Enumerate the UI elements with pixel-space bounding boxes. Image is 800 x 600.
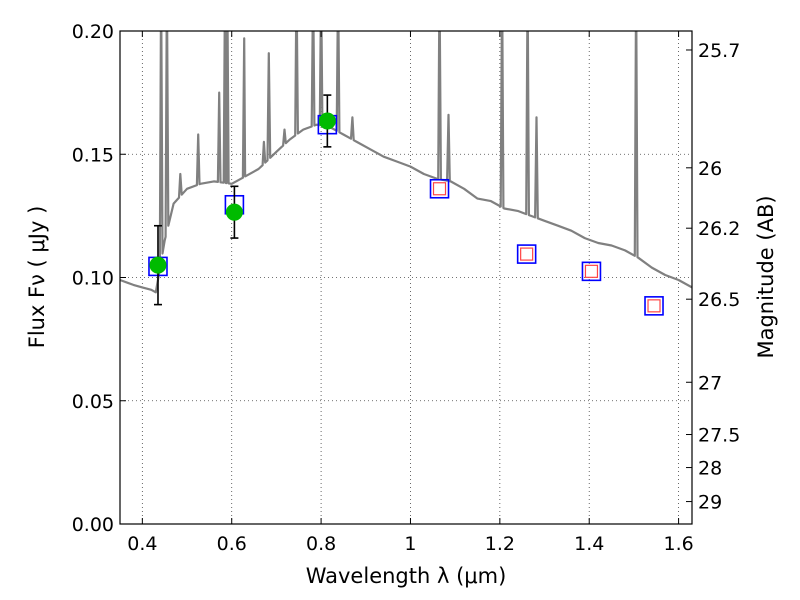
y-tick-label: 0.00 — [72, 514, 114, 536]
mag-tick-label: 27 — [698, 372, 722, 394]
mag-tick-label: 25.7 — [698, 40, 740, 62]
model-flux-box — [644, 296, 664, 316]
mag-tick-label: 26.5 — [698, 289, 740, 311]
mag-tick-label: 26 — [698, 158, 722, 180]
observed-flux-point — [318, 112, 336, 130]
sed-line — [120, 31, 692, 294]
mag-tick-label: 27.5 — [698, 425, 740, 447]
model-flux-box — [581, 261, 602, 282]
x-tick-label: 0.4 — [127, 533, 157, 555]
predicted-flux-box — [520, 247, 534, 261]
axis-ticks: 0.4 0.6 0.8 1 1.2 1.4 1.6 0.00 0.05 0.10 0.15 0.20 2… — [72, 21, 741, 555]
mag-tick-label: 28 — [698, 458, 722, 480]
observed-flux-point — [225, 203, 243, 221]
x-tick-label: 1.2 — [485, 533, 515, 555]
x-axis-label: Wavelength λ (μm) — [306, 564, 507, 588]
x-tick-label: 1 — [404, 533, 416, 555]
predicted-flux-box — [584, 264, 599, 278]
y-axis-label: Flux Fν ( μJy ) — [25, 206, 49, 349]
observed-flux-point — [149, 256, 167, 274]
x-tick-label: 0.8 — [306, 533, 336, 555]
predicted-flux-box — [432, 182, 447, 196]
y-tick-label: 0.15 — [72, 144, 114, 166]
x-tick-label: 1.6 — [663, 533, 693, 555]
right-axis-label: Magnitude (AB) — [754, 195, 778, 358]
model-flux-box — [516, 244, 537, 264]
x-tick-label: 1.4 — [574, 533, 604, 555]
model-flux-box — [429, 178, 450, 199]
photometry-points — [148, 94, 664, 316]
y-tick-label: 0.10 — [72, 268, 114, 290]
y-tick-label: 0.20 — [72, 21, 114, 43]
mag-tick-label: 26.2 — [698, 218, 740, 240]
y-tick-label: 0.05 — [72, 391, 114, 413]
sed-model-spectrum — [120, 31, 692, 294]
x-tick-label: 0.6 — [217, 533, 247, 555]
mag-tick-label: 29 — [698, 492, 722, 514]
predicted-flux-box — [647, 299, 661, 313]
